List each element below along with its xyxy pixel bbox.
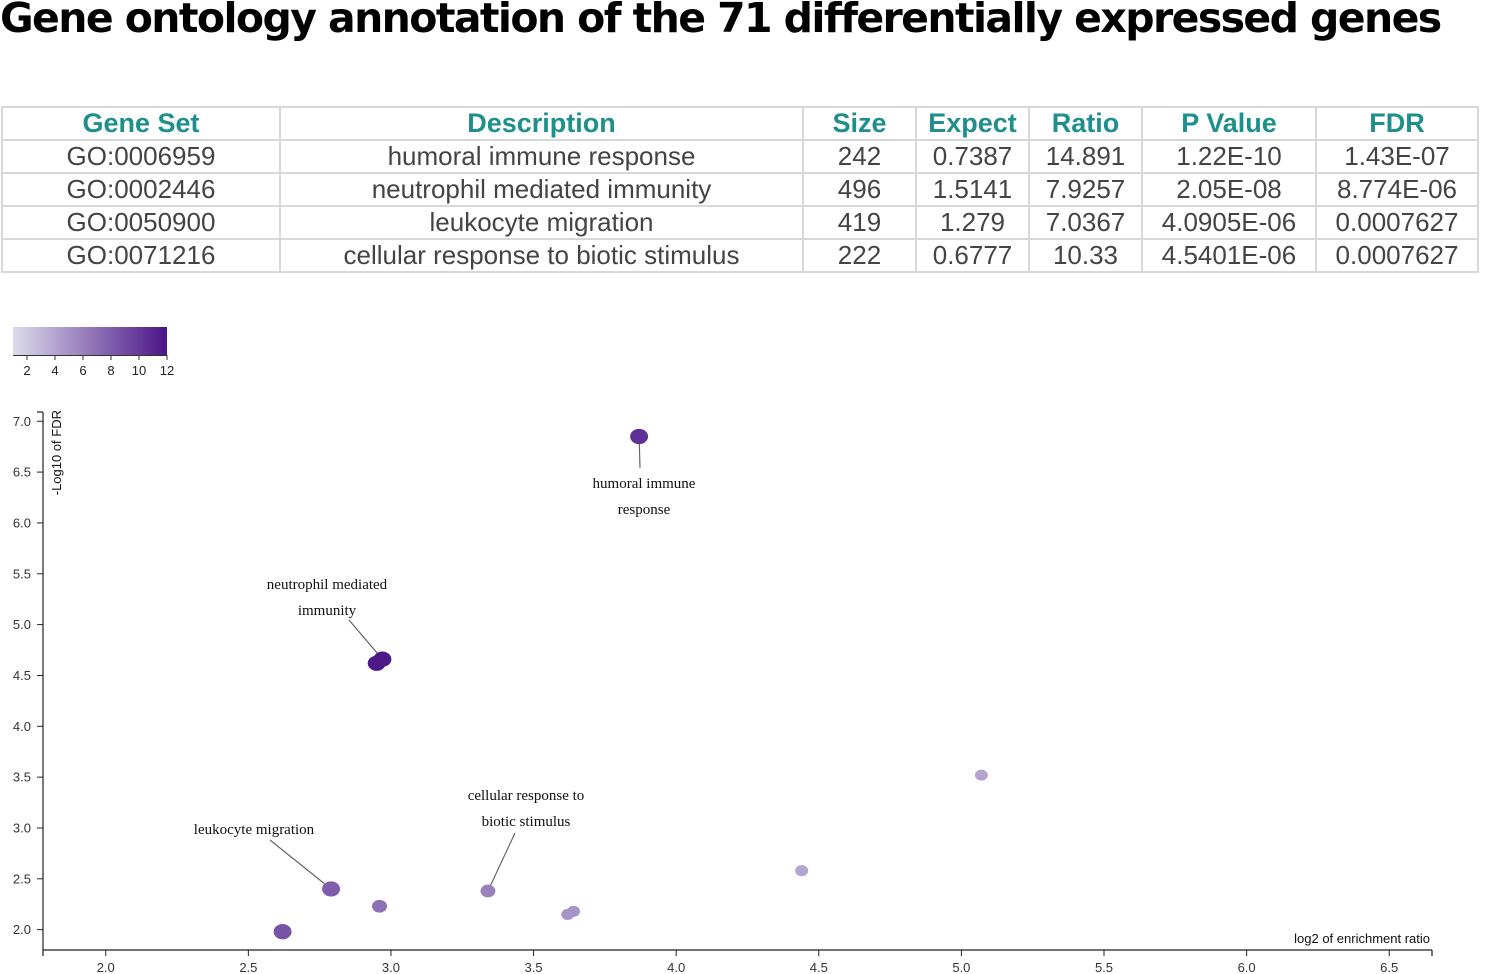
cell-description: neutrophil mediated immunity xyxy=(279,172,804,207)
axes: 2.0 2.5 3.0 3.5 4.0 4.5 5.0 5.5 6.0 6.5 2.0 2.5 3.0 3… xyxy=(13,410,1433,974)
x-axis-title: log2 of enrichment ratio xyxy=(1294,931,1430,946)
page-title: Gene ontology annotation of the 71 diffe… xyxy=(0,0,1442,42)
cell-ratio: 7.9257 xyxy=(1028,172,1143,207)
cell-gene-set: GO:0002446 xyxy=(1,172,281,207)
annotation-label: biotic stimulus xyxy=(482,814,571,830)
data-point xyxy=(322,881,341,897)
y-tick-label: 2.5 xyxy=(13,871,31,886)
cell-p-value: 1.22E-10 xyxy=(1141,139,1317,174)
y-tick-label: 2.0 xyxy=(13,922,31,937)
data-point xyxy=(795,865,809,877)
data-point xyxy=(974,769,988,781)
cell-size: 222 xyxy=(802,238,917,273)
x-tick-label: 3.0 xyxy=(382,960,400,974)
col-header-expect: Expect xyxy=(915,106,1030,141)
col-header-ratio: Ratio xyxy=(1028,106,1143,141)
x-tick-label: 2.5 xyxy=(239,960,257,974)
x-tick-label: 2.0 xyxy=(97,960,115,974)
cell-description: humoral immune response xyxy=(279,139,804,174)
cell-ratio: 14.891 xyxy=(1028,139,1143,174)
table-row: GO:0002446 neutrophil mediated immunity … xyxy=(1,172,1479,207)
cell-p-value: 2.05E-08 xyxy=(1141,172,1317,207)
cell-p-value: 4.0905E-06 xyxy=(1141,205,1317,240)
cell-size: 496 xyxy=(802,172,917,207)
y-tick-label: 3.5 xyxy=(13,770,31,785)
data-points xyxy=(273,428,988,940)
table-row: GO:0006959 humoral immune response 242 0… xyxy=(1,139,1479,174)
cell-fdr: 1.43E-07 xyxy=(1315,139,1479,174)
cell-gene-set: GO:0071216 xyxy=(1,238,281,273)
x-tick-label: 6.0 xyxy=(1238,960,1256,974)
cell-size: 419 xyxy=(802,205,917,240)
annotation-leader-line xyxy=(348,619,383,660)
y-tick-label: 4.5 xyxy=(13,668,31,683)
colorbar-tick-label: 8 xyxy=(107,363,114,378)
cell-description: cellular response to biotic stimulus xyxy=(279,238,804,273)
table-row: GO:0050900 leukocyte migration 419 1.279… xyxy=(1,205,1479,240)
colorbar-tick-label: 4 xyxy=(51,363,58,378)
y-tick-label: 5.0 xyxy=(13,617,31,632)
colorbar-tick-label: 10 xyxy=(132,363,146,378)
cell-fdr: 8.774E-06 xyxy=(1315,172,1479,207)
colorbar-tick-label: 6 xyxy=(79,363,86,378)
data-point xyxy=(480,884,496,898)
table-row: GO:0071216 cellular response to biotic s… xyxy=(1,238,1479,273)
annotation-label: cellular response to xyxy=(468,788,585,804)
data-point xyxy=(273,924,292,940)
cell-expect: 0.6777 xyxy=(915,238,1030,273)
cell-expect: 0.7387 xyxy=(915,139,1030,174)
annotation-leader-line xyxy=(269,839,332,890)
col-header-gene-set: Gene Set xyxy=(1,106,281,141)
y-tick-label: 6.0 xyxy=(13,515,31,530)
x-tick-label: 5.0 xyxy=(952,960,970,974)
y-tick-label: 4.0 xyxy=(13,719,31,734)
go-annotation-table: Gene Set Description Size Expect Ratio P… xyxy=(1,106,1479,273)
annotation-label: leukocyte migration xyxy=(194,822,315,838)
col-header-description: Description xyxy=(279,106,804,141)
data-point xyxy=(367,655,386,671)
y-axis-title: -Log10 of FDR xyxy=(49,410,64,495)
cell-ratio: 7.0367 xyxy=(1028,205,1143,240)
data-point xyxy=(567,905,581,917)
cell-p-value: 4.5401E-06 xyxy=(1141,238,1317,273)
table-header-row: Gene Set Description Size Expect Ratio P… xyxy=(1,106,1479,141)
annotation-label: neutrophil mediated xyxy=(267,577,388,593)
colorbar-tick-label: 12 xyxy=(160,363,174,378)
cell-expect: 1.279 xyxy=(915,205,1030,240)
cell-gene-set: GO:0050900 xyxy=(1,205,281,240)
annotation-leader-line xyxy=(487,832,516,892)
point-annotations: humoral immune response neutrophil mediate… xyxy=(194,436,696,892)
col-header-p-value: P Value xyxy=(1141,106,1317,141)
y-tick-label: 7.0 xyxy=(13,414,31,429)
annotation-label: immunity xyxy=(298,603,357,619)
annotation-label: response xyxy=(618,502,671,518)
annotation-label: humoral immune xyxy=(593,476,696,492)
color-scale-legend: 2 4 6 8 10 12 xyxy=(13,327,174,378)
cell-size: 242 xyxy=(802,139,917,174)
cell-expect: 1.5141 xyxy=(915,172,1030,207)
col-header-size: Size xyxy=(802,106,917,141)
x-tick-label: 3.5 xyxy=(525,960,543,974)
cell-description: leukocyte migration xyxy=(279,205,804,240)
x-tick-label: 6.5 xyxy=(1380,960,1398,974)
colorbar-tick-label: 2 xyxy=(23,363,30,378)
x-tick-label: 4.5 xyxy=(810,960,828,974)
x-tick-label: 5.5 xyxy=(1095,960,1113,974)
col-header-fdr: FDR xyxy=(1315,106,1479,141)
cell-fdr: 0.0007627 xyxy=(1315,205,1479,240)
x-tick-label: 4.0 xyxy=(667,960,685,974)
y-tick-label: 5.5 xyxy=(13,566,31,581)
data-point xyxy=(372,899,388,913)
colorbar xyxy=(13,327,167,355)
data-point xyxy=(630,428,649,445)
cell-fdr: 0.0007627 xyxy=(1315,238,1479,273)
cell-ratio: 10.33 xyxy=(1028,238,1143,273)
go-scatter-chart: 2 4 6 8 10 12 2.0 2.5 3.0 3.5 4.0 4.5 5.0 5.5 6.0 6.52… xyxy=(13,327,1433,974)
y-tick-label: 6.5 xyxy=(13,465,31,480)
y-tick-label: 3.0 xyxy=(13,820,31,835)
cell-gene-set: GO:0006959 xyxy=(1,139,281,174)
